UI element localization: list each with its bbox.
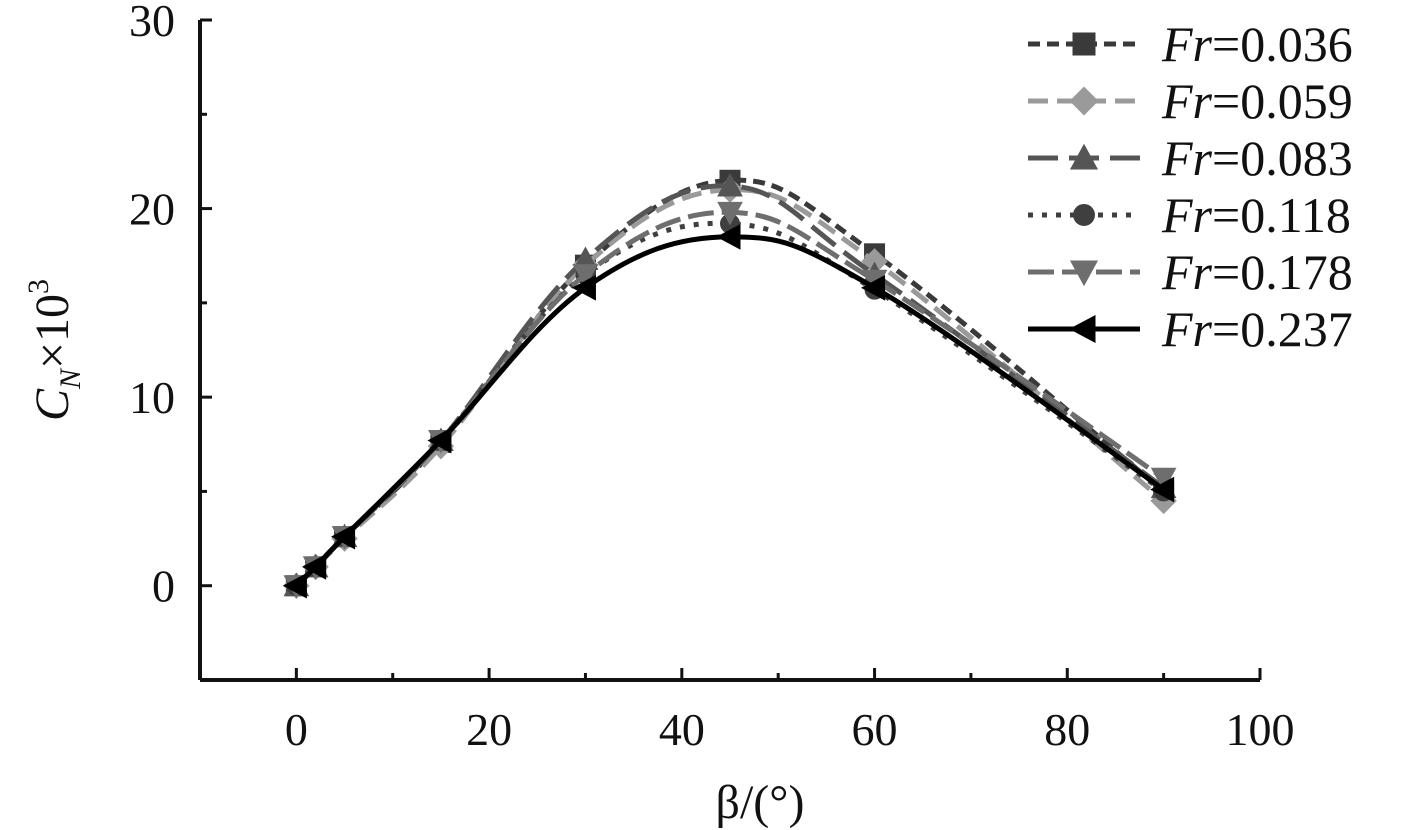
legend-label: Fr=0.083: [1161, 130, 1353, 186]
legend-marker: [1069, 314, 1096, 344]
legend-label-value: =0.059: [1212, 73, 1353, 129]
series-line: [294, 209, 1166, 588]
legend-label: Fr=0.036: [1161, 16, 1353, 72]
legend-item: Fr=0.059: [1028, 73, 1353, 129]
y-tick-label: 20: [129, 184, 175, 235]
y-tick-label: 10: [129, 372, 175, 423]
y-label-sub: N: [54, 367, 87, 390]
series-line: [294, 234, 1166, 588]
x-axis-label: β/(°): [716, 776, 805, 829]
legend-label: Fr=0.237: [1161, 301, 1353, 357]
legend-label-value: =0.237: [1212, 301, 1353, 357]
x-tick-label: 40: [659, 704, 705, 755]
legend-item: Fr=0.178: [1028, 244, 1353, 300]
legend-item: Fr=0.036: [1028, 16, 1353, 72]
data-point: [572, 264, 599, 288]
series-line: [294, 220, 1166, 588]
legend-label-var: Fr: [1161, 187, 1213, 243]
legend-item: Fr=0.083: [1028, 130, 1353, 186]
legend-item: Fr=0.237: [1028, 301, 1353, 357]
axes: 0 20 40 60 80 100 0 10 20 30 β/(°) CN×103: [22, 0, 1295, 829]
y-axis-label: CN×103: [22, 279, 87, 421]
legend-label: Fr=0.178: [1161, 244, 1353, 300]
y-label-base: C: [26, 388, 79, 421]
data-point: [427, 427, 452, 454]
legend-marker: [1072, 32, 1096, 56]
data-point: [330, 523, 356, 550]
y-tick-label: 30: [129, 0, 175, 46]
legend-label-value: =0.178: [1212, 244, 1353, 300]
y-label-times: ×10: [26, 294, 79, 369]
legend-label-var: Fr: [1161, 301, 1213, 357]
x-tick-label: 20: [466, 704, 512, 755]
data-point: [717, 172, 743, 197]
y-tick-label: 0: [152, 561, 175, 612]
legend-marker: [1069, 260, 1099, 287]
series-line: [294, 187, 1166, 588]
data-point: [716, 224, 741, 250]
legend-label-value: =0.083: [1212, 130, 1353, 186]
data-point: [282, 572, 307, 599]
x-tick-label: 80: [1044, 704, 1090, 755]
legend-marker: [1069, 86, 1099, 116]
legend: Fr=0.036Fr=0.059Fr=0.083Fr=0.118Fr=0.178…: [1028, 16, 1353, 357]
series-0.237: [282, 224, 1175, 599]
legend-label: Fr=0.059: [1161, 73, 1353, 129]
data-point: [302, 554, 327, 580]
data-point: [1150, 476, 1175, 503]
legend-label-var: Fr: [1161, 244, 1213, 300]
legend-marker: [1069, 143, 1099, 170]
legend-label-value: =0.118: [1212, 187, 1351, 243]
legend-item: Fr=0.118: [1028, 187, 1351, 243]
legend-label: Fr=0.118: [1161, 187, 1351, 243]
series-layer: [282, 169, 1177, 599]
series-line: [294, 177, 1166, 588]
data-point: [717, 201, 743, 226]
legend-label-var: Fr: [1161, 16, 1213, 72]
x-tick-label: 60: [852, 704, 898, 755]
x-tick-label: 0: [285, 704, 308, 755]
data-point: [860, 274, 886, 301]
x-tick-label: 100: [1226, 704, 1295, 755]
y-label-sup: 3: [22, 279, 55, 294]
legend-marker: [1073, 204, 1095, 226]
legend-label-var: Fr: [1161, 73, 1213, 129]
legend-label-value: =0.036: [1212, 16, 1353, 72]
data-point: [571, 274, 596, 301]
legend-label-var: Fr: [1161, 130, 1213, 186]
